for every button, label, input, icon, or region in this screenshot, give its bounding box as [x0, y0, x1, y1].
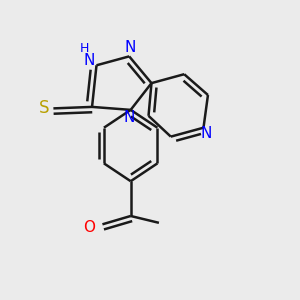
Text: N: N	[200, 126, 212, 141]
Text: N: N	[83, 53, 95, 68]
Text: O: O	[83, 220, 95, 236]
Text: N: N	[124, 110, 135, 125]
Text: S: S	[39, 99, 50, 117]
Text: H: H	[80, 42, 89, 56]
Text: N: N	[125, 40, 136, 55]
